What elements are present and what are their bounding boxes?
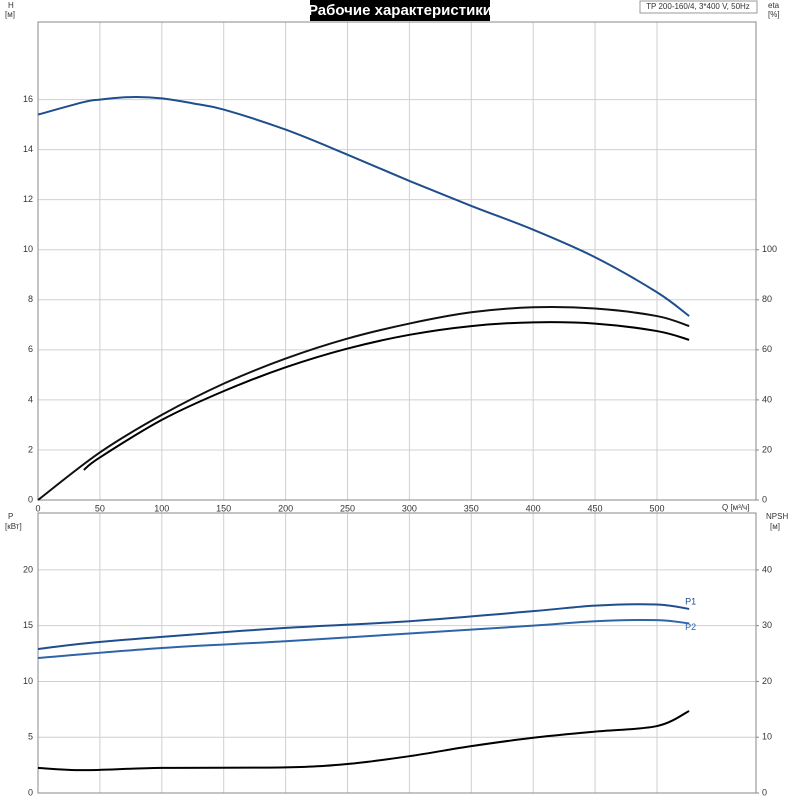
y2-unit: [%]: [768, 10, 780, 19]
y2-tick-label: 0: [762, 494, 767, 504]
curve: [37, 603, 690, 651]
y2-unit: [м]: [770, 522, 780, 531]
y-tick-label: 12: [23, 194, 33, 204]
y2-label: NPSH: [766, 512, 788, 521]
curve-label: P1: [685, 596, 696, 606]
y2-tick-label: 40: [762, 394, 772, 404]
y-tick-label: 0: [28, 494, 33, 504]
y-tick-label: 14: [23, 144, 33, 154]
title-box: [310, 0, 490, 21]
x-tick-label: 200: [278, 503, 293, 513]
x-tick-label: 500: [649, 503, 664, 513]
x-tick-label: 400: [526, 503, 541, 513]
x-tick-label: 0: [35, 503, 40, 513]
y2-tick-label: 20: [762, 444, 772, 454]
model-box: [639, 0, 758, 14]
model: TP 200-160/4, 3*400 V, 50Hz: [646, 2, 750, 11]
y-tick-label: 8: [28, 294, 33, 304]
y-label: P: [8, 512, 13, 521]
y2-tick-label: 0: [762, 787, 767, 797]
curve: [83, 321, 690, 471]
y2-tick-label: 80: [762, 294, 772, 304]
y-tick-label: 4: [28, 394, 33, 404]
x-label: Q [м³/ч]: [722, 503, 749, 512]
y2-tick-label: 10: [762, 732, 772, 742]
y-label: H: [8, 1, 14, 10]
curve: [37, 96, 690, 317]
curve: [37, 710, 690, 772]
x-tick-label: 350: [464, 503, 479, 513]
plot-frame: [37, 21, 757, 501]
y-tick-label: 10: [23, 244, 33, 254]
x-tick-label: 250: [340, 503, 355, 513]
x-tick-label: 300: [402, 503, 417, 513]
y-tick-label: 10: [23, 676, 33, 686]
y2-label: eta: [768, 1, 780, 10]
title: Рабочие характеристики: [308, 2, 492, 19]
x-tick-label: 450: [588, 503, 603, 513]
y2-tick-label: 20: [762, 676, 772, 686]
y-tick-label: 15: [23, 620, 33, 630]
curve-label: P2: [685, 622, 696, 632]
x-tick-label: 50: [95, 503, 105, 513]
y2-tick-label: 40: [762, 564, 772, 574]
y-tick-label: 20: [23, 564, 33, 574]
curve: [37, 306, 690, 501]
y2-tick-label: 100: [762, 244, 777, 254]
y-tick-label: 6: [28, 344, 33, 354]
y-unit: [м]: [5, 10, 15, 19]
y2-tick-label: 30: [762, 620, 772, 630]
y-tick-label: 16: [23, 94, 33, 104]
curve: [37, 618, 690, 660]
plot-frame: [37, 512, 757, 794]
y-unit: [кВт]: [5, 522, 22, 531]
y-tick-label: 5: [28, 732, 33, 742]
x-tick-label: 100: [154, 503, 169, 513]
y2-tick-label: 60: [762, 344, 772, 354]
y-tick-label: 0: [28, 787, 33, 797]
x-tick-label: 150: [216, 503, 231, 513]
y-tick-label: 2: [28, 444, 33, 454]
